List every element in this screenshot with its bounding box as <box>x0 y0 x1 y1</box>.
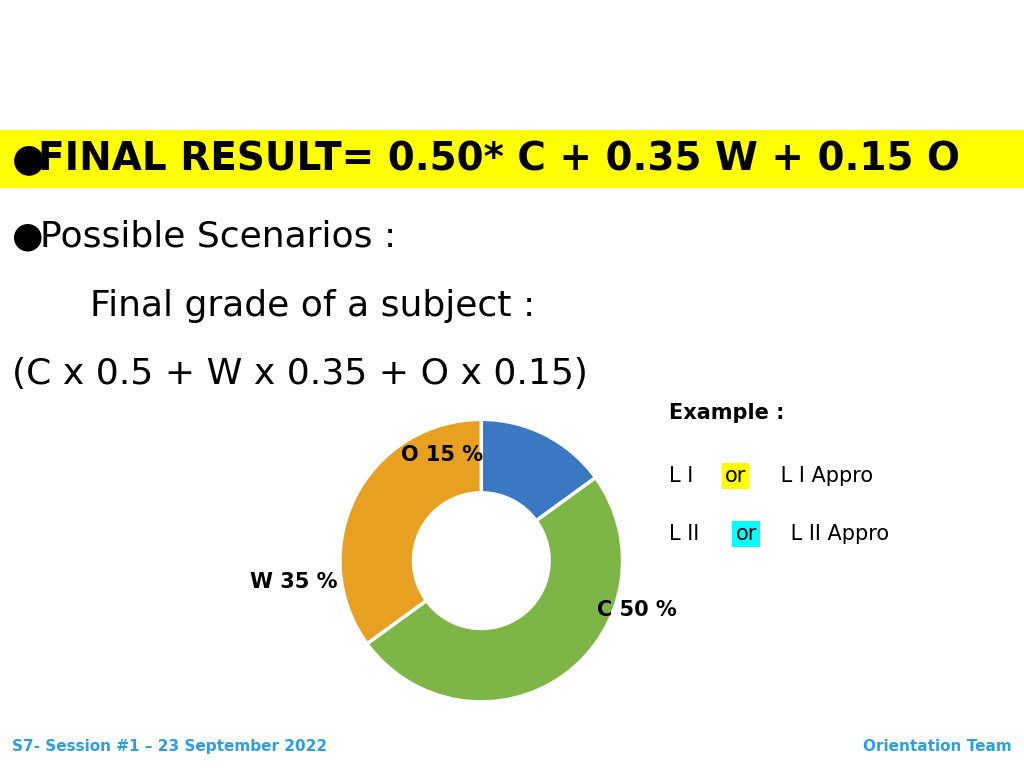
Text: FINAL RESULT= 0.50* C + 0.35 W + 0.15 O: FINAL RESULT= 0.50* C + 0.35 W + 0.15 O <box>38 141 961 178</box>
Text: or: or <box>735 524 757 544</box>
Wedge shape <box>340 419 481 644</box>
Text: W 35 %: W 35 % <box>250 572 337 592</box>
Text: Final grade of a subject :: Final grade of a subject : <box>90 290 536 323</box>
Wedge shape <box>481 419 596 521</box>
Text: (C x 0.5 + W x 0.35 + O x 0.15): (C x 0.5 + W x 0.35 + O x 0.15) <box>12 357 588 391</box>
Text: Example :: Example : <box>670 402 784 423</box>
Text: ●: ● <box>12 141 46 178</box>
Wedge shape <box>367 478 623 702</box>
Text: Possible Scenarios :: Possible Scenarios : <box>40 219 396 253</box>
Text: Proportion of the different components: Proportion of the different components <box>26 41 861 77</box>
Text: ●: ● <box>12 219 43 253</box>
Bar <box>0 131 1024 188</box>
Text: L I Appro: L I Appro <box>774 466 872 486</box>
Text: O 15 %: O 15 % <box>400 445 482 465</box>
Text: L II: L II <box>670 524 707 544</box>
Text: C 50 %: C 50 % <box>597 600 677 620</box>
Text: S7- Session #1 – 23 September 2022: S7- Session #1 – 23 September 2022 <box>12 740 328 754</box>
Text: Orientation Team: Orientation Team <box>863 740 1012 754</box>
Text: L II Appro: L II Appro <box>784 524 889 544</box>
Text: or: or <box>725 466 746 486</box>
Text: L I: L I <box>670 466 700 486</box>
